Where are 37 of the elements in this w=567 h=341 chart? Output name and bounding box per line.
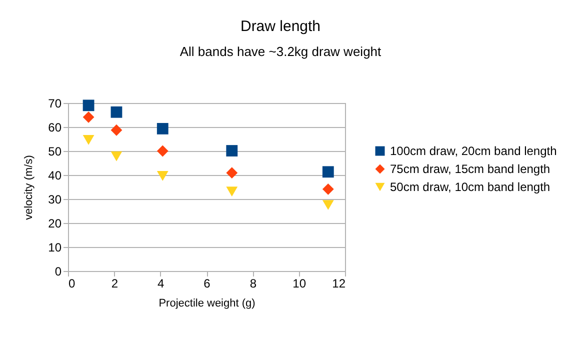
point [156,122,168,134]
point [110,124,122,136]
point [82,135,94,145]
point [82,111,94,123]
y-tick-label: 0 [54,264,62,278]
point [110,151,122,162]
point [226,167,238,179]
x-tick-label: 4 [157,276,164,290]
point [82,100,94,112]
x-tick-label: 8 [250,276,257,290]
y-tick-label: 70 [48,96,62,110]
chart-title: Draw length [240,18,321,35]
point [156,145,168,157]
point [322,183,334,195]
y-tick-label: 30 [48,192,62,206]
x-tick-label: 10 [292,276,306,290]
legend-label: 100cm draw, 20cm band length [390,144,557,158]
y-tick-label: 20 [48,216,62,230]
x-tick-label: 6 [204,276,211,290]
point [110,106,122,118]
point [156,171,168,181]
x-tick-label: 0 [68,276,76,290]
y-tick-label: 40 [48,168,62,182]
x-axis-title: Projectile weight (g) [158,298,256,310]
legend-label: 75cm draw, 15cm band length [390,162,550,176]
point [226,186,238,196]
point [322,200,334,210]
point [226,145,238,156]
x-tick-label: 12 [332,276,346,290]
y-tick-label: 10 [48,240,62,254]
y-axis-title: velocity (m/s) [23,155,36,220]
y-tick-label: 60 [48,120,62,134]
y-tick-label: 50 [48,144,62,158]
chart-subtitle: All bands have ~3.2kg draw weight [180,44,382,59]
point [322,166,334,178]
legend-label: 50cm draw, 10cm band length [390,180,550,194]
x-tick-label: 2 [111,276,118,290]
